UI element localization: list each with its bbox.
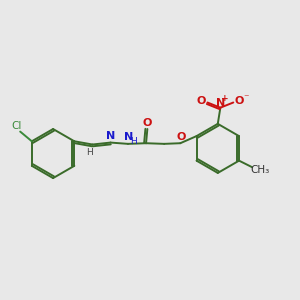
Text: Cl: Cl [11,121,22,131]
Text: N: N [106,131,115,141]
Text: N: N [216,98,225,107]
Text: O: O [176,132,186,142]
Text: H: H [86,148,93,158]
Text: CH₃: CH₃ [250,165,269,176]
Text: N: N [124,132,133,142]
Text: O: O [197,96,206,106]
Text: O: O [234,96,244,106]
Text: +: + [221,94,229,103]
Text: ⁻: ⁻ [243,94,248,103]
Text: O: O [143,118,152,128]
Text: H: H [130,137,137,146]
